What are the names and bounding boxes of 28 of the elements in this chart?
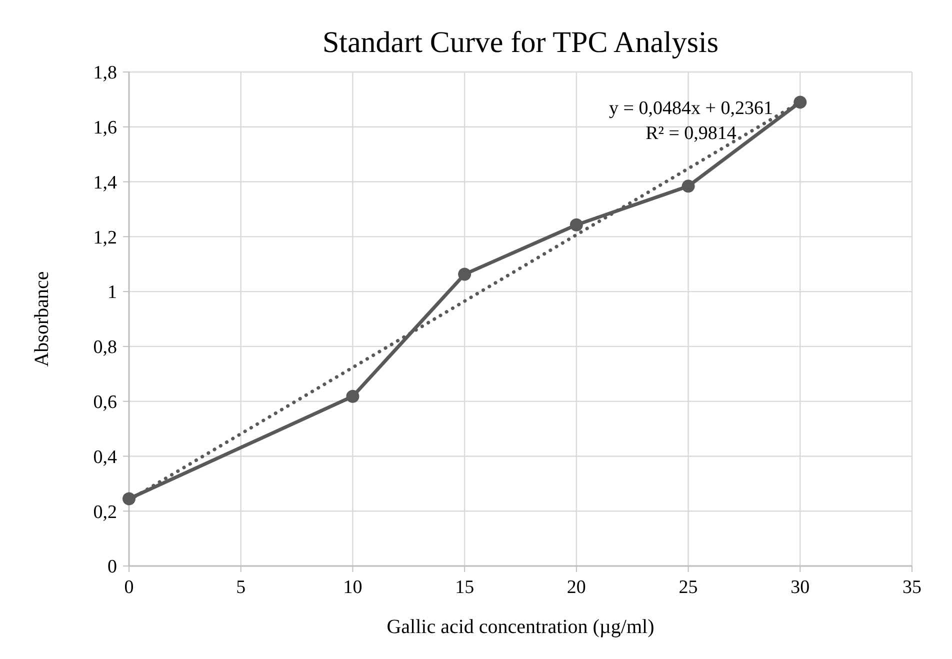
y-tick-label: 0,4 [93,446,118,468]
point [570,218,583,232]
point [458,268,472,281]
x-tick-label: 35 [902,577,922,598]
annotation: R² = 0,9814 [646,123,737,144]
x-tick-label: 20 [566,577,586,598]
y-axis-title: Absorbance [31,271,53,367]
x-tick-label: 15 [455,577,474,598]
x-tick-label: 25 [678,577,698,598]
y-tick-label: 0,8 [93,337,117,358]
y-tick-label: 1,2 [93,227,117,248]
y-tick-label: 1,6 [93,118,117,139]
point [794,96,807,109]
y-tick-label: 1 [108,282,117,304]
y-tick-label: 1,8 [93,62,117,84]
y-tick-label: 0,6 [93,392,117,413]
point [682,180,695,193]
y-tick-label: 0,2 [93,502,117,523]
x-tick-label: 5 [236,577,246,598]
chart-title: Standart Curve for TPC Analysis [322,26,719,59]
x-tick-label: 0 [124,577,134,598]
x-tick-label: 30 [790,577,810,598]
x-axis-title: Gallic acid concentration (µg/ml) [386,616,654,638]
y-tick-label: 1,4 [93,172,118,194]
point [346,390,360,403]
y-tick-label: 0 [108,556,117,578]
x-tick-label: 10 [343,577,362,598]
annotation: y = 0,0484x + 0,2361 [609,98,773,119]
